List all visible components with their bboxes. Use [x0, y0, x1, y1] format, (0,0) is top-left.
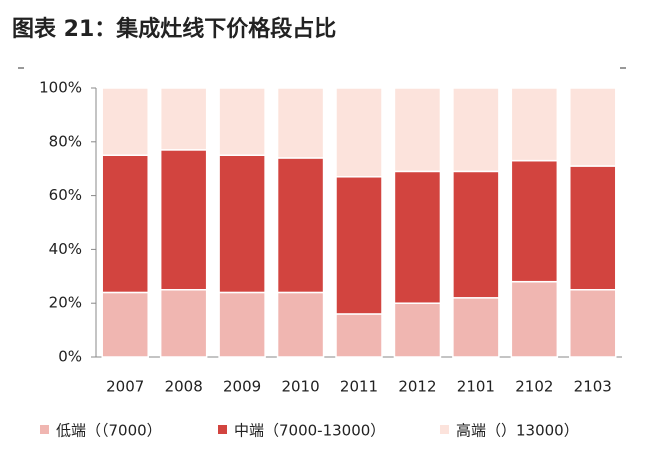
bar-segment — [101, 154, 149, 294]
bar-segment — [510, 87, 559, 162]
x-tick-label: 2101 — [457, 378, 495, 396]
bar-segment — [218, 87, 266, 156]
bar-segment — [218, 154, 266, 294]
bar-segment — [335, 176, 383, 315]
bar-segment — [452, 297, 500, 358]
y-tick-label: 40% — [49, 240, 82, 258]
x-tick-label: 2010 — [281, 378, 319, 396]
bar-segment — [159, 87, 208, 151]
bar-segment — [510, 159, 559, 283]
legend-swatch — [440, 425, 449, 434]
y-tick-label: 80% — [49, 132, 82, 150]
bar-segment — [101, 87, 149, 156]
x-tick-label: 2012 — [398, 378, 436, 396]
bar-segment — [569, 289, 617, 358]
y-tick-label: 100% — [39, 79, 82, 97]
y-tick-label: 20% — [49, 294, 82, 312]
bar-segment — [159, 149, 208, 291]
legend-label: 低端（（7000） — [56, 422, 162, 440]
bar-segment — [159, 289, 208, 358]
x-tick-label: 2008 — [165, 378, 203, 396]
bar-segment — [393, 302, 442, 358]
bar-segment — [510, 280, 559, 358]
bar-segment — [101, 291, 149, 358]
legend-label: 高端（）13000） — [456, 422, 579, 440]
bar-segment — [276, 291, 325, 358]
legend-swatch — [218, 425, 227, 434]
bar-segment — [393, 170, 442, 304]
bar-segment — [276, 157, 325, 294]
legend-label: 中端（7000-13000） — [234, 422, 385, 440]
bar-segment — [276, 87, 325, 159]
bar-segment — [569, 87, 617, 167]
y-tick-label: 0% — [58, 348, 82, 366]
x-tick-label: 2011 — [340, 378, 378, 396]
bar-segment — [452, 170, 500, 299]
bar-segment — [569, 165, 617, 291]
chart-title: 图表 21：集成灶线下价格段占比 — [12, 16, 336, 42]
x-tick-label: 2102 — [515, 378, 553, 396]
x-tick-label: 2007 — [106, 378, 144, 396]
bar-segment — [452, 87, 500, 173]
y-tick-label: 60% — [49, 186, 82, 204]
x-tick-label: 2103 — [574, 378, 612, 396]
x-tick-label: 2009 — [223, 378, 261, 396]
bar-segment — [218, 291, 266, 358]
legend-swatch — [40, 425, 49, 434]
bar-segment — [393, 87, 442, 173]
bar-segment — [335, 87, 383, 178]
bar-segment — [335, 313, 383, 358]
